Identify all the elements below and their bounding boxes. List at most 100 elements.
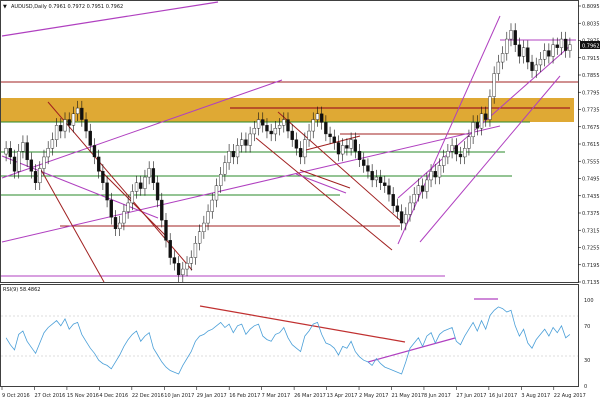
time-tick-label: 3 Aug 2017 [521, 393, 550, 399]
candle [526, 47, 530, 63]
candle [202, 222, 206, 232]
candle [341, 145, 345, 155]
trend-line [397, 45, 571, 199]
time-tick-label: 16 Feb 2017 [229, 393, 260, 399]
time-tick-label: 9 Oct 2016 [2, 393, 30, 399]
candle [484, 113, 488, 120]
candle [248, 133, 252, 146]
candle [547, 50, 551, 57]
rsi-tick-label: 30 [584, 358, 590, 364]
candle [75, 107, 80, 115]
candle [113, 217, 118, 230]
candle [21, 142, 25, 152]
candle [265, 125, 269, 132]
candle [63, 119, 67, 132]
time-tick-label: 4 Dec 2016 [99, 393, 128, 399]
trend-line [277, 111, 403, 223]
candle [273, 127, 278, 135]
candle [164, 219, 168, 241]
price-tick-label: 0.8095 [582, 4, 600, 10]
candle [542, 50, 547, 60]
candle [366, 165, 370, 172]
candle [324, 122, 328, 135]
time-tick-label: 22 Aug 2017 [554, 393, 586, 399]
candle [118, 222, 122, 230]
candle [25, 142, 29, 161]
candle [17, 150, 21, 172]
trend-line [1, 155, 159, 219]
candle [67, 119, 71, 126]
candle [551, 44, 555, 57]
candle [458, 153, 463, 158]
candle [231, 150, 235, 158]
price-tick-label: 0.7615 [582, 142, 600, 148]
candle [294, 139, 299, 149]
candle [509, 30, 513, 40]
trend-line [299, 169, 351, 189]
trend-line [47, 101, 193, 271]
candle [538, 58, 543, 66]
trend-line [1, 79, 283, 179]
price-tick-label: 0.7855 [582, 73, 600, 79]
candle [96, 156, 101, 172]
candle [256, 119, 261, 129]
candle [147, 168, 151, 178]
candle [223, 162, 227, 175]
candle [50, 139, 55, 149]
price-tick-label: 0.7315 [582, 228, 600, 234]
price-tick-label: 0.7555 [582, 159, 600, 165]
rsi-tick-label: 0 [584, 384, 587, 390]
candle [210, 199, 214, 212]
time-tick-label: 29 Jan 2017 [197, 393, 227, 399]
candle [88, 130, 92, 146]
candle [160, 199, 164, 221]
candle [336, 142, 341, 155]
candle [46, 148, 50, 158]
price-tick-label: 0.7195 [582, 263, 600, 269]
candle [505, 38, 509, 54]
candle [71, 113, 76, 126]
candle [564, 38, 568, 51]
candle [206, 211, 210, 224]
resistance-zone [1, 98, 574, 122]
price-tick-label: 0.7735 [582, 108, 600, 114]
candle [332, 136, 336, 143]
price-tick-label: 0.7435 [582, 194, 600, 200]
candle [42, 156, 46, 169]
candle [282, 119, 286, 126]
current-price-label: 0.7962 [582, 44, 600, 50]
candle [467, 136, 471, 149]
candle [286, 119, 290, 132]
candle [513, 30, 517, 46]
price-tick-label: 0.7675 [582, 125, 600, 131]
candle [143, 176, 147, 189]
candle [269, 130, 273, 135]
candle [197, 231, 202, 244]
candle [442, 156, 446, 166]
candle [530, 61, 534, 71]
candle [500, 53, 505, 63]
candle [534, 64, 538, 71]
time-axis: 9 Oct 2016 27 Oct 2016 15 Nov 2016 4 Dec 20… [1, 387, 586, 399]
time-tick-label: 15 Nov 2016 [67, 393, 99, 399]
candle [488, 96, 492, 120]
trend-line [255, 137, 393, 251]
candle [450, 145, 454, 152]
candle [105, 182, 109, 201]
candle [240, 139, 244, 146]
candle [8, 148, 12, 158]
candle [227, 150, 231, 163]
candle [109, 199, 113, 218]
candle [412, 194, 416, 204]
time-tick-label: 13 Apr 2017 [327, 393, 358, 399]
candle [446, 150, 450, 158]
trend-line [295, 173, 347, 194]
candle [38, 168, 42, 184]
candle [59, 125, 63, 132]
price-panel [0, 0, 579, 283]
candle [471, 122, 475, 138]
candle [328, 133, 332, 138]
candle [33, 171, 38, 184]
candle [391, 194, 395, 207]
